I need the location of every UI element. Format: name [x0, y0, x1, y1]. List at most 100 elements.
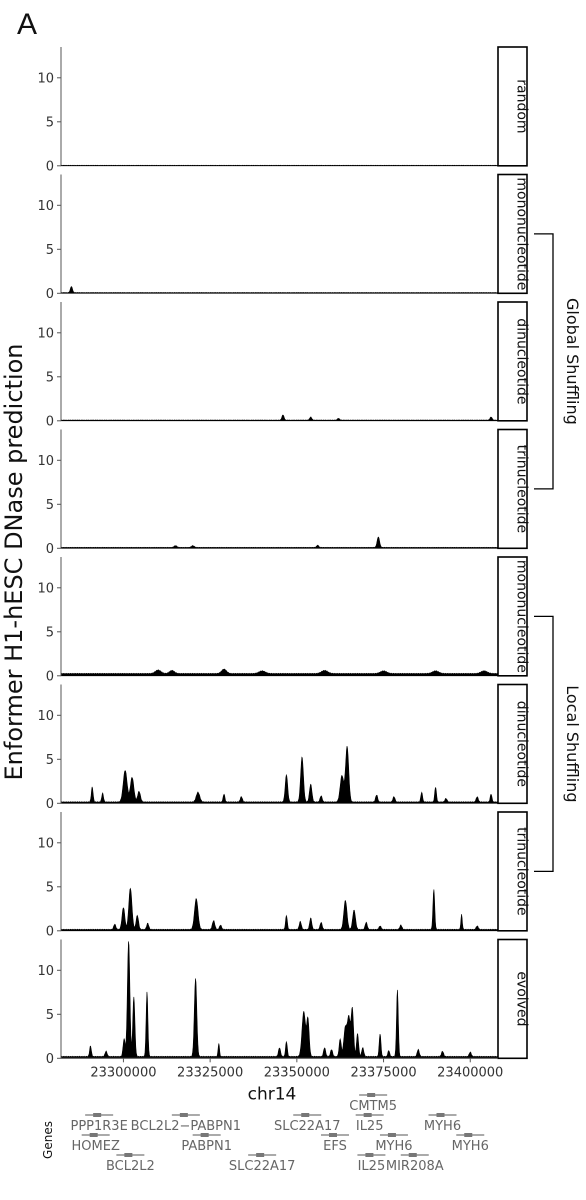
x-tick-label: 23300000 [90, 1065, 156, 1080]
series-area [60, 536, 499, 549]
facet-strip [497, 938, 528, 1060]
x-tick-label: 23325000 [177, 1065, 243, 1080]
series-area [60, 414, 499, 422]
gene-label: PPP1R3E [70, 1119, 127, 1134]
facet-strip [497, 556, 528, 677]
series-area [60, 286, 499, 294]
gene-exon-mark [464, 1133, 473, 1137]
facet-group: Global Shuffling [534, 233, 582, 490]
y-tick-label: 5 [46, 115, 54, 130]
series-area [60, 164, 499, 167]
facet-strip [497, 46, 528, 167]
facet-groups: Global Shuffling Local Shuffling [534, 233, 582, 873]
gene-label: IL25 [356, 1119, 384, 1134]
gene-label: BCL2L2 [106, 1159, 155, 1174]
gene-exon-mark [200, 1133, 209, 1137]
series-area [60, 941, 499, 1059]
y-tick-label: 5 [46, 243, 54, 258]
facet-panel: 0 5 10 trinucleotide [37, 811, 530, 939]
x-axis-label: chr14 [248, 1084, 297, 1104]
y-tick-label: 5 [46, 880, 54, 895]
gene-label: MIR208A [386, 1159, 444, 1174]
gene-label: HOMEZ [72, 1139, 120, 1154]
gene-annotation: IL25 [355, 1113, 384, 1134]
gene-label: SLC22A17 [274, 1119, 341, 1134]
series-area [60, 887, 499, 932]
gene-exon-mark [363, 1113, 372, 1117]
facet-panel: 0 5 10 dinucleotide [37, 683, 530, 812]
gene-annotation: PPP1R3E [70, 1113, 128, 1134]
gene-track: Genes CMTM5 PPP1R3E BCL2L2−PABPN1 SLC22A17 IL… [41, 1093, 489, 1174]
facet-panel: 0 5 10 dinucleotide [37, 301, 530, 429]
y-tick-label: 10 [37, 326, 54, 341]
gene-label: PABPN1 [181, 1139, 232, 1154]
y-tick-label: 0 [46, 414, 54, 429]
gene-exon-mark [93, 1113, 102, 1117]
group-bracket [534, 233, 554, 490]
gene-annotation: SLC22A17 [229, 1153, 296, 1174]
series-area [60, 668, 499, 677]
gene-label: IL25 [358, 1159, 386, 1174]
y-tick-label: 5 [46, 753, 54, 768]
gene-annotation: MIR208A [386, 1153, 444, 1174]
gene-exon-mark [256, 1153, 265, 1157]
facet-strip [497, 811, 528, 932]
gene-exon-mark [124, 1153, 133, 1157]
gene-annotation: HOMEZ [72, 1133, 120, 1154]
gene-annotation: MYH6 [452, 1133, 489, 1154]
facet-strip-label: dinucleotide [514, 318, 530, 404]
y-tick-label: 0 [46, 669, 54, 684]
facet-strip-label: mononucleotide [514, 560, 530, 673]
group-bracket [534, 615, 554, 873]
gene-exon-mark [367, 1093, 376, 1097]
y-tick-label: 10 [37, 454, 54, 469]
y-tick-label: 10 [37, 581, 54, 596]
facet-strip-label: mononucleotide [514, 177, 530, 290]
gene-exon-mark [436, 1113, 445, 1117]
gene-label: MYH6 [452, 1139, 489, 1154]
facet-strip-label: trinucleotide [514, 827, 530, 916]
y-tick-label: 5 [46, 498, 54, 513]
y-tick-label: 10 [37, 709, 54, 724]
gene-exon-mark [328, 1133, 337, 1137]
series-area [60, 746, 499, 804]
y-tick-label: 5 [46, 625, 54, 640]
facet-panel: 0 5 10 evolved [37, 938, 530, 1067]
facet-strip-label: dinucleotide [514, 701, 530, 787]
y-tick-label: 0 [46, 542, 54, 557]
gene-exon-mark [387, 1133, 396, 1137]
facet-strip-label: evolved [514, 971, 530, 1026]
gene-exon-mark [408, 1153, 417, 1157]
x-tick-label: 23400000 [437, 1065, 503, 1080]
x-tick-label: 23375000 [350, 1065, 416, 1080]
y-tick-label: 10 [37, 964, 54, 979]
gene-label: BCL2L2−PABPN1 [131, 1119, 241, 1134]
gene-exon-mark [301, 1113, 310, 1117]
y-axis-label: Enformer H1-hESC DNase prediction [0, 343, 28, 780]
facet-strip [497, 428, 528, 550]
gene-annotation: BCL2L2 [106, 1153, 155, 1174]
facet-strip-label: random [514, 79, 530, 133]
gene-annotation: PABPN1 [181, 1133, 232, 1154]
gene-annotation: MYH6 [424, 1113, 461, 1134]
gene-annotation: MYH6 [375, 1133, 413, 1154]
y-tick-label: 0 [46, 924, 54, 939]
gene-label: SLC22A17 [229, 1159, 296, 1174]
gene-exon-mark [179, 1113, 188, 1117]
facet-group: Local Shuffling [534, 615, 582, 873]
gene-annotation: BCL2L2−PABPN1 [131, 1113, 241, 1134]
y-tick-label: 10 [37, 199, 54, 214]
facet-panels: 0 5 10 random 0 5 10 mononucleotide 0 5 10 dinucleo… [37, 46, 530, 1067]
y-tick-label: 0 [46, 1052, 54, 1067]
y-tick-label: 0 [46, 287, 54, 302]
x-tick-label: 23350000 [264, 1065, 330, 1080]
facet-strip [497, 683, 528, 805]
y-tick-label: 5 [46, 1008, 54, 1023]
gene-annotation: IL25 [357, 1153, 386, 1174]
gene-exon-mark [89, 1133, 98, 1137]
x-axis: 23300000 23325000 23350000 23375000 23400000… [61, 1057, 503, 1104]
gene-label: CMTM5 [349, 1099, 397, 1114]
gene-label: MYH6 [424, 1119, 461, 1134]
facet-panel: 0 5 10 mononucleotide [37, 556, 530, 684]
